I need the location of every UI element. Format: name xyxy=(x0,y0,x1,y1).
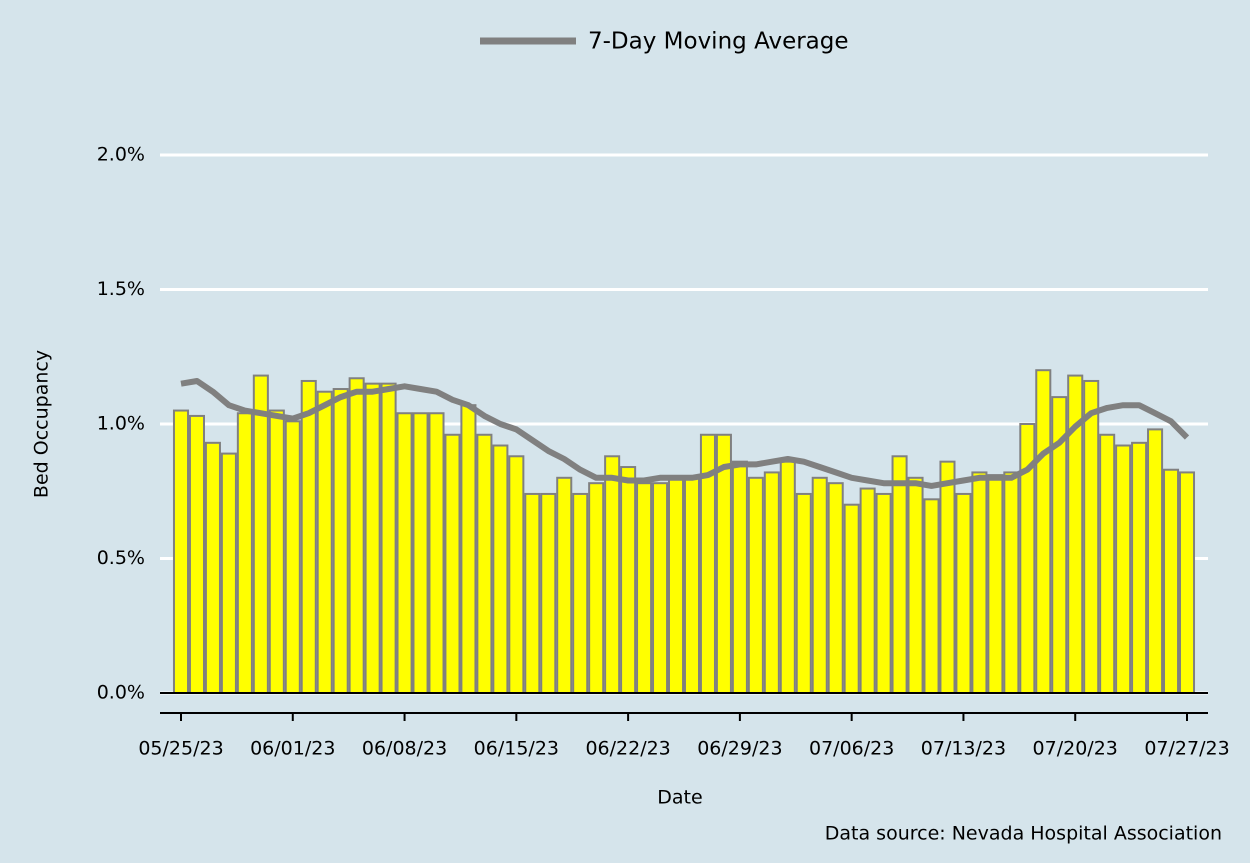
bar xyxy=(667,476,685,694)
bar xyxy=(332,388,349,694)
bar xyxy=(444,433,461,694)
bar xyxy=(316,390,333,694)
bar xyxy=(556,476,573,694)
bar xyxy=(1099,433,1116,694)
bar xyxy=(492,444,509,694)
bar xyxy=(588,482,605,694)
x-tick-label: 07/06/23 xyxy=(809,738,894,760)
bar xyxy=(891,455,908,694)
bar xyxy=(508,455,525,694)
bar xyxy=(524,492,541,694)
bar xyxy=(795,492,812,694)
moving-average-line xyxy=(180,378,1190,489)
bar xyxy=(763,471,780,695)
bar xyxy=(859,487,876,694)
bar xyxy=(955,492,972,694)
bar xyxy=(300,379,317,694)
bar xyxy=(1178,471,1196,695)
x-tick-label: 07/27/23 xyxy=(1144,738,1229,760)
bar xyxy=(204,441,221,694)
bar xyxy=(923,498,940,694)
x-tick-label: 06/15/23 xyxy=(474,738,559,760)
bar xyxy=(220,452,237,694)
bar xyxy=(620,466,637,695)
bar xyxy=(428,412,445,694)
x-tick-label: 07/13/23 xyxy=(921,738,1006,760)
bar xyxy=(652,482,669,694)
source-note: Data source: Nevada Hospital Association xyxy=(825,823,1222,845)
bar xyxy=(1163,468,1180,695)
bar xyxy=(572,492,589,694)
x-tick-label: 05/25/23 xyxy=(138,738,223,760)
x-tick-label: 06/29/23 xyxy=(697,738,782,760)
bar xyxy=(476,433,493,694)
bar xyxy=(747,476,764,694)
bar xyxy=(348,377,365,694)
bar xyxy=(715,433,732,694)
bar xyxy=(188,414,205,694)
bar xyxy=(396,412,413,694)
bar xyxy=(971,471,988,695)
bar xyxy=(1131,441,1148,694)
bar xyxy=(236,412,253,694)
y-tick-label: 1.0% xyxy=(97,413,145,435)
x-tick-label: 06/08/23 xyxy=(362,738,447,760)
bar xyxy=(412,412,429,694)
bar xyxy=(683,476,701,694)
bar xyxy=(268,409,285,694)
bar xyxy=(811,476,828,694)
bar xyxy=(252,374,269,694)
bar xyxy=(779,460,796,694)
bar xyxy=(364,382,381,694)
bar xyxy=(460,404,477,694)
bar xyxy=(172,409,190,694)
bar xyxy=(1115,444,1132,694)
x-tick-label: 06/22/23 xyxy=(585,738,670,760)
x-axis-label: Date xyxy=(657,787,702,809)
bar xyxy=(284,420,301,694)
bar xyxy=(843,503,860,695)
bar xyxy=(604,455,621,694)
y-tick-label: 0.0% xyxy=(97,682,145,704)
bar xyxy=(1003,471,1020,695)
y-tick-label: 0.5% xyxy=(97,547,145,569)
bar xyxy=(827,482,844,694)
bar xyxy=(987,474,1004,694)
bar xyxy=(1035,369,1052,694)
bar xyxy=(1147,428,1164,694)
bar xyxy=(939,460,956,694)
y-axis-label: Bed Occupancy xyxy=(31,350,53,498)
y-tick-label: 1.5% xyxy=(97,278,145,300)
bar xyxy=(1083,379,1100,694)
bar xyxy=(907,476,924,694)
bar xyxy=(731,460,748,694)
bar xyxy=(380,382,397,694)
x-tick-label: 07/20/23 xyxy=(1033,738,1118,760)
bar xyxy=(636,482,653,694)
bar xyxy=(540,492,557,694)
legend-label: 7-Day Moving Average xyxy=(588,29,849,55)
bar xyxy=(875,492,892,694)
y-tick-label: 2.0% xyxy=(97,144,145,166)
x-tick-label: 06/01/23 xyxy=(250,738,335,760)
